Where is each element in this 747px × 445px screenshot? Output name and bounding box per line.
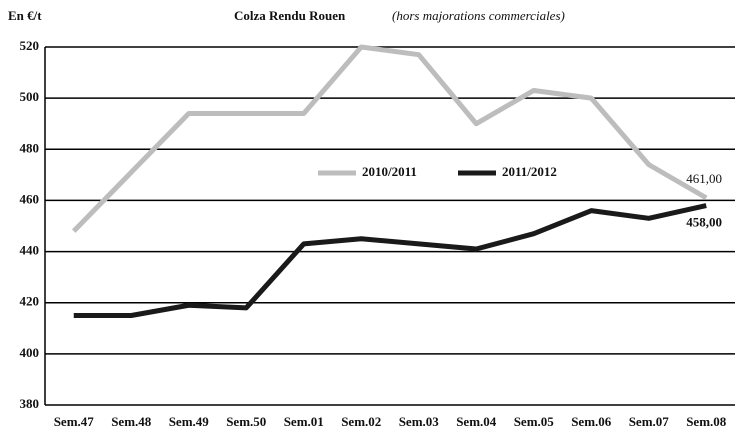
- x-tick-label: Sem.06: [571, 414, 612, 429]
- chart-title: Colza Rendu Rouen: [234, 8, 346, 23]
- x-tick-label: Sem.03: [399, 414, 440, 429]
- x-tick-label: Sem.47: [54, 414, 95, 429]
- y-tick-label: 400: [20, 345, 40, 360]
- data-label: 461,00: [686, 171, 722, 186]
- y-tick-label: 380: [20, 396, 40, 411]
- x-tick-label: Sem.08: [686, 414, 727, 429]
- legend-label: 2011/2012: [502, 164, 557, 179]
- y-tick-label: 500: [20, 89, 40, 104]
- y-tick-label: 460: [20, 191, 40, 206]
- x-tick-label: Sem.01: [284, 414, 324, 429]
- x-tick-label: Sem.04: [456, 414, 497, 429]
- y-tick-label: 520: [20, 38, 40, 53]
- chart-subtitle: (hors majorations commerciales): [392, 8, 565, 23]
- y-tick-label: 440: [20, 243, 40, 258]
- x-tick-label: Sem.50: [226, 414, 266, 429]
- series-line: [73, 203, 707, 318]
- y-tick-label: 480: [20, 140, 40, 155]
- series-line: [71, 44, 708, 233]
- x-tick-label: Sem.49: [169, 414, 210, 429]
- y-tick-label: 420: [20, 294, 40, 309]
- legend-label: 2010/2011: [362, 164, 417, 179]
- x-tick-label: Sem.05: [514, 414, 555, 429]
- x-tick-label: Sem.48: [111, 414, 152, 429]
- x-tick-label: Sem.07: [629, 414, 670, 429]
- y-axis-label: En €/t: [8, 8, 42, 23]
- data-label: 458,00: [686, 215, 722, 230]
- x-tick-label: Sem.02: [341, 414, 381, 429]
